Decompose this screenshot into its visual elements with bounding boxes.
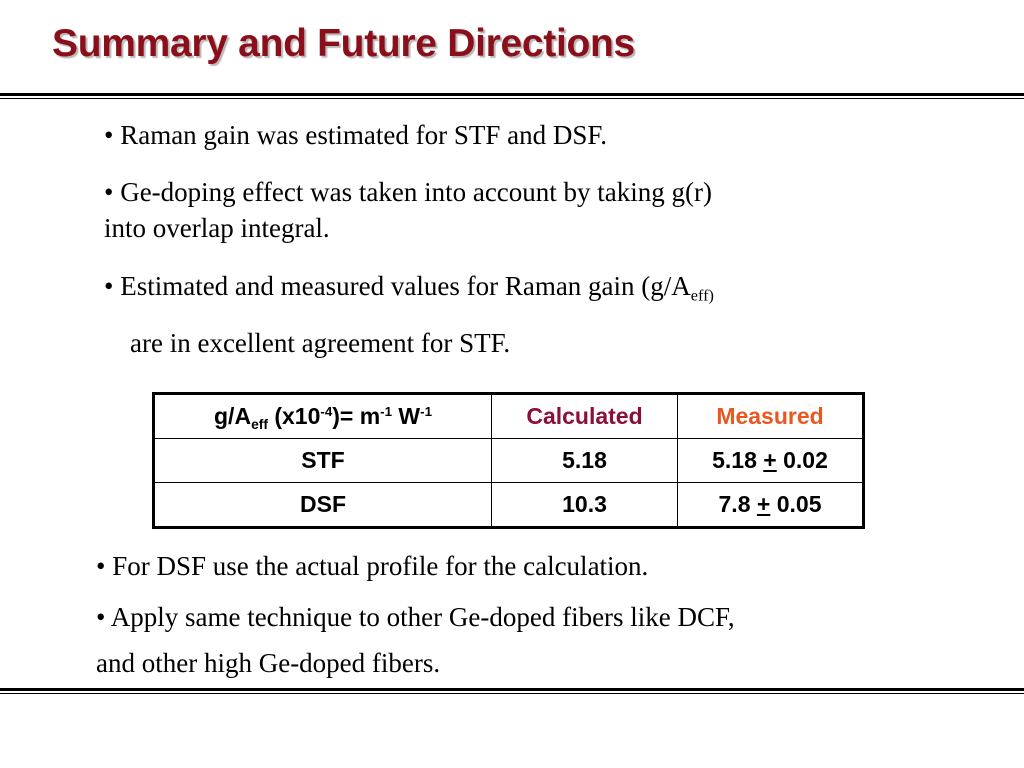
bullet-estimated-measured-text: • Estimated and measured values for Rama… — [104, 271, 691, 301]
top-divider-thick-line — [0, 93, 1024, 96]
bullet-apply-technique-line2: and other high Ge-doped fibers. — [96, 648, 441, 678]
header-exponent-1: -4 — [320, 404, 333, 419]
header-exponent-2: -1 — [380, 404, 393, 419]
raman-gain-table: g/Aeff (x10-4)= m-1 W-1 Calculated Measu… — [152, 392, 865, 529]
bullet-apply-technique-line1: • Apply same technique to other Ge-doped… — [96, 602, 735, 632]
measured-error: 0.05 — [770, 491, 822, 517]
table-header-row: g/Aeff (x10-4)= m-1 W-1 Calculated Measu… — [153, 393, 864, 439]
table-row: STF 5.18 5.18 + 0.02 — [153, 438, 864, 483]
bullet-ge-doping-line2: into overlap integral. — [104, 213, 330, 243]
header-cell-measured: Measured — [677, 393, 864, 439]
bottom-divider — [0, 688, 1024, 694]
bullet-dsf-profile: • For DSF use the actual profile for the… — [96, 551, 649, 581]
header-unit-m: )= m — [332, 403, 381, 429]
bullet-agreement-continuation: are in excellent agreement for STF. — [130, 328, 511, 358]
measured-value-cell: 5.18 + 0.02 — [677, 438, 864, 483]
bottom-divider-thin-line — [0, 693, 1024, 694]
header-unit-w: W — [392, 403, 421, 429]
measured-value: 5.18 — [712, 447, 764, 473]
top-divider-thin-line — [0, 98, 1024, 99]
bullet-eff-subscript: eff) — [690, 286, 714, 305]
header-eff-subscript: eff — [251, 416, 268, 432]
header-factor-text: (x10 — [267, 403, 321, 429]
calculated-value-cell: 5.18 — [491, 438, 678, 483]
calculated-value-cell: 10.3 — [491, 482, 678, 528]
measured-error: 0.02 — [776, 447, 828, 473]
plus-minus-symbol: + — [756, 491, 771, 517]
bullet-apply-technique: • Apply same technique to other Ge-doped… — [96, 594, 735, 686]
bullet-ge-doping-line1: • Ge-doping effect was taken into accoun… — [104, 177, 713, 207]
top-divider — [0, 93, 1024, 99]
bullet-ge-doping: • Ge-doping effect was taken into accoun… — [104, 174, 712, 246]
measured-value-cell: 7.8 + 0.05 — [677, 482, 864, 528]
row-name-cell: STF — [153, 438, 492, 483]
bullet-estimated-measured: • Estimated and measured values for Rama… — [104, 268, 714, 304]
slide-title: Summary and Future Directions — [52, 22, 635, 65]
bottom-divider-thick-line — [0, 688, 1024, 691]
header-cell-quantity: g/Aeff (x10-4)= m-1 W-1 — [153, 393, 492, 439]
bullet-raman-gain: • Raman gain was estimated for STF and D… — [104, 120, 607, 150]
table-row: DSF 10.3 7.8 + 0.05 — [153, 482, 864, 528]
header-exponent-3: -1 — [420, 404, 432, 419]
header-quantity-text: g/A — [214, 403, 252, 429]
row-name-cell: DSF — [153, 482, 492, 528]
header-cell-calculated: Calculated — [491, 393, 678, 439]
plus-minus-symbol: + — [763, 447, 777, 473]
measured-value: 7.8 — [718, 491, 757, 517]
